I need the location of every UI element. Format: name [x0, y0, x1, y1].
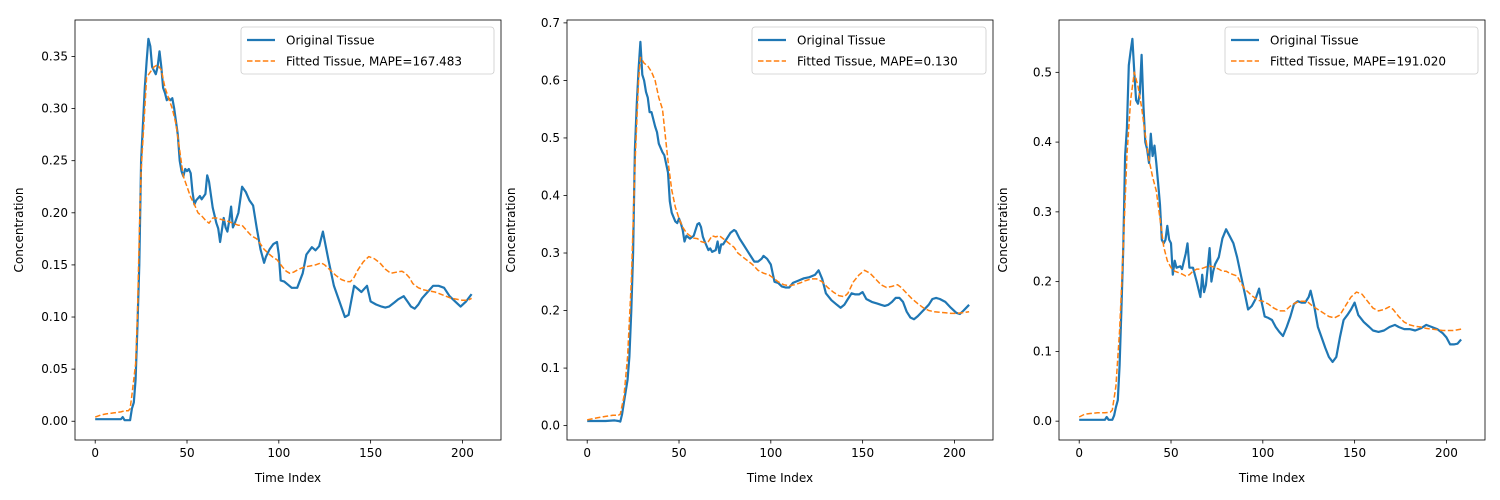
legend-box — [751, 26, 987, 75]
y-tick-label: 0.1 — [1033, 344, 1052, 358]
y-axis-label: Concentration — [504, 188, 518, 273]
y-tick-label: 0.0 — [541, 419, 560, 433]
x-tick-label: 50 — [671, 446, 686, 460]
series-line-original — [1079, 37, 1462, 421]
x-tick-label: 200 — [1435, 446, 1458, 460]
legend-entry-original: Original Tissue — [286, 34, 375, 48]
x-axis-label: Time Index — [746, 471, 813, 485]
x-tick-label: 0 — [1075, 446, 1083, 460]
y-tick-label: 0.3 — [1033, 205, 1052, 219]
x-tick-label: 0 — [91, 446, 99, 460]
y-tick-label: 0.20 — [41, 206, 68, 220]
legend-entry-original: Original Tissue — [797, 34, 886, 48]
y-tick-label: 0.10 — [41, 310, 68, 324]
x-tick-label: 50 — [179, 446, 194, 460]
y-tick-label: 0.4 — [541, 188, 560, 202]
x-tick-label: 100 — [759, 446, 782, 460]
x-tick-label: 150 — [851, 446, 874, 460]
chart-panel-3: 0 50 100 150 200 0.0 0.1 0.2 0.3 0.4 0.5 Time Index… — [996, 19, 1486, 485]
y-tick-label: 0.2 — [1033, 275, 1052, 289]
y-tick-label: 0.25 — [41, 154, 68, 168]
series-line-fitted — [94, 64, 472, 418]
y-tick-label: 0.05 — [41, 362, 68, 376]
x-axis-label: Time Index — [1238, 471, 1305, 485]
x-tick-label: 100 — [1251, 446, 1274, 460]
series-line-fitted — [1078, 71, 1462, 418]
plot-frame — [566, 19, 994, 441]
legend-entry-original: Original Tissue — [1270, 34, 1359, 48]
legend-box — [1224, 26, 1479, 75]
y-tick-label: 0.5 — [1033, 65, 1052, 79]
x-tick-label: 150 — [359, 446, 382, 460]
legend: Original Tissue Fitted Tissue, MAPE=167.4… — [240, 26, 495, 75]
x-tick-label: 50 — [1163, 446, 1178, 460]
y-tick-label: 0.35 — [41, 49, 68, 63]
legend: Original Tissue Fitted Tissue, MAPE=0.130 — [751, 26, 987, 75]
series-line-original — [587, 40, 970, 423]
y-tick-label: 0.2 — [541, 304, 560, 318]
y-tick-label: 0.6 — [541, 73, 560, 87]
y-tick-label: 0.30 — [41, 102, 68, 116]
legend-entry-fitted: Fitted Tissue, MAPE=167.483 — [286, 55, 462, 69]
x-tick-label: 150 — [1343, 446, 1366, 460]
y-axis-label: Concentration — [12, 188, 26, 273]
plot-frame — [1058, 19, 1486, 441]
legend-entry-fitted: Fitted Tissue, MAPE=0.130 — [797, 55, 958, 69]
y-tick-label: 0.00 — [41, 414, 68, 428]
x-tick-label: 200 — [943, 446, 966, 460]
x-axis-label: Time Index — [254, 471, 321, 485]
series-line-fitted — [587, 56, 970, 421]
x-tick-label: 200 — [451, 446, 474, 460]
y-axis-label: Concentration — [996, 188, 1010, 273]
plot-frame — [74, 19, 502, 441]
y-tick-label: 0.0 — [1033, 414, 1052, 428]
y-tick-label: 0.4 — [1033, 135, 1052, 149]
chart-panel-1: 0 50 100 150 200 0.00 0.05 0.10 0.15 0.20 0.25 0.30… — [12, 19, 502, 485]
legend-box — [240, 26, 495, 75]
x-tick-label: 100 — [267, 446, 290, 460]
chart-panel-2: 0 50 100 150 200 0.0 0.1 0.2 0.3 0.4 0.5 0.6 0.7 Time… — [504, 16, 994, 485]
y-tick-label: 0.15 — [41, 258, 68, 272]
legend-entry-fitted: Fitted Tissue, MAPE=191.020 — [1270, 55, 1446, 69]
legend: Original Tissue Fitted Tissue, MAPE=191.0… — [1224, 26, 1479, 75]
y-tick-label: 0.1 — [541, 361, 560, 375]
y-tick-label: 0.3 — [541, 246, 560, 260]
y-tick-label: 0.7 — [541, 16, 560, 30]
series-line-original — [95, 37, 473, 422]
y-tick-label: 0.5 — [541, 131, 560, 145]
x-tick-label: 0 — [583, 446, 591, 460]
